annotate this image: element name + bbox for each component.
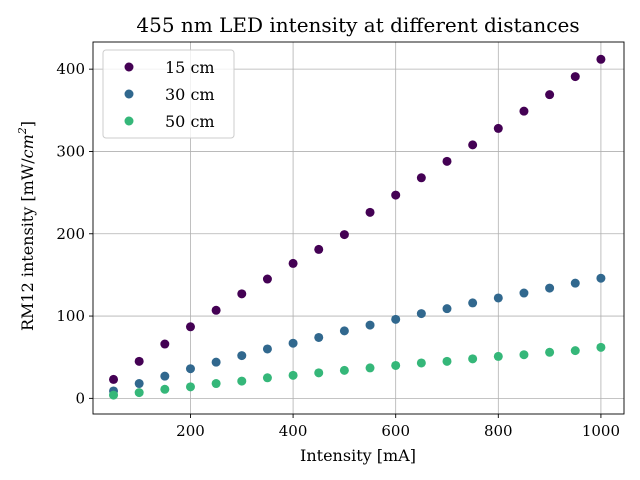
y-axis-label-superscript: 2 <box>16 127 29 135</box>
data-point <box>468 354 478 364</box>
data-point <box>596 273 606 283</box>
data-point <box>314 368 324 378</box>
data-point <box>545 347 555 357</box>
x-tick-label: 600 <box>381 422 410 440</box>
data-point <box>596 54 606 64</box>
data-point <box>365 207 375 217</box>
data-point <box>468 140 478 150</box>
data-point <box>185 322 195 332</box>
data-point <box>160 371 170 381</box>
data-point <box>237 289 247 299</box>
plot-frame <box>92 41 625 415</box>
data-point <box>134 388 144 398</box>
data-point <box>211 305 221 315</box>
series-1 <box>109 273 606 396</box>
legend-frame <box>102 49 235 139</box>
x-tick-label: 1000 <box>582 422 620 440</box>
data-point <box>339 365 349 375</box>
data-point <box>442 356 452 366</box>
data-point <box>391 360 401 370</box>
data-point <box>391 190 401 200</box>
data-point <box>262 373 272 383</box>
data-point <box>134 356 144 366</box>
legend-label: 15 cm <box>165 58 215 77</box>
data-point <box>442 304 452 314</box>
legend-marker <box>124 116 134 126</box>
data-point <box>416 309 426 319</box>
y-tick-label: 100 <box>56 307 85 325</box>
data-point <box>365 320 375 330</box>
data-point <box>519 106 529 116</box>
x-tick-label: 400 <box>279 422 308 440</box>
data-point <box>211 379 221 389</box>
y-axis-label: RM12 intensity [mW/cm2] <box>16 121 37 331</box>
data-point <box>596 342 606 352</box>
data-point <box>339 230 349 240</box>
legend-label: 30 cm <box>165 85 215 104</box>
data-point <box>468 298 478 308</box>
data-point <box>519 350 529 360</box>
legend-marker <box>124 62 134 72</box>
data-point <box>314 244 324 254</box>
y-tick-label: 200 <box>56 225 85 243</box>
y-tick-label: 0 <box>75 389 85 407</box>
data-point <box>545 283 555 293</box>
data-point <box>493 293 503 303</box>
data-point <box>416 358 426 368</box>
data-point <box>288 338 298 348</box>
data-point <box>493 351 503 361</box>
data-point <box>288 258 298 268</box>
legend-marker <box>124 89 134 99</box>
data-point <box>519 288 529 298</box>
data-point <box>570 278 580 288</box>
x-tick-label: 200 <box>176 422 205 440</box>
data-point <box>570 346 580 356</box>
series-2 <box>109 342 606 400</box>
data-point <box>262 274 272 284</box>
x-tick-label: 800 <box>484 422 513 440</box>
y-axis-label-math: cm <box>18 134 37 158</box>
data-points <box>109 54 606 400</box>
legend: 15 cm 30 cm 50 cm <box>102 49 235 139</box>
data-point <box>185 364 195 374</box>
data-point <box>391 314 401 324</box>
data-point <box>160 339 170 349</box>
data-point <box>416 173 426 183</box>
legend-label: 50 cm <box>165 112 215 131</box>
data-point <box>160 384 170 394</box>
y-tick-label: 400 <box>56 60 85 78</box>
data-point <box>442 156 452 166</box>
data-point <box>545 90 555 100</box>
data-point <box>237 351 247 361</box>
y-axis-label-suffix: ] <box>18 121 37 127</box>
data-point <box>570 72 580 82</box>
data-point <box>339 326 349 336</box>
data-point <box>314 332 324 342</box>
data-point <box>211 357 221 367</box>
data-point <box>237 376 247 386</box>
y-tick-label: 300 <box>56 142 85 160</box>
grid <box>93 42 624 414</box>
data-point <box>134 379 144 389</box>
data-point <box>365 363 375 373</box>
series-0 <box>109 54 606 384</box>
data-point <box>109 390 119 400</box>
data-point <box>109 374 119 384</box>
data-point <box>288 370 298 380</box>
data-point <box>493 123 503 133</box>
data-point <box>262 344 272 354</box>
axis-ticks: 200 400 600 800 1000 0 100 200 300 400 <box>56 60 620 440</box>
y-axis-label-prefix: RM12 intensity [mW/ <box>18 158 37 331</box>
data-point <box>185 382 195 392</box>
x-axis-label: Intensity [mA] <box>300 446 416 465</box>
chart-title: 455 nm LED intensity at different distan… <box>136 13 579 37</box>
